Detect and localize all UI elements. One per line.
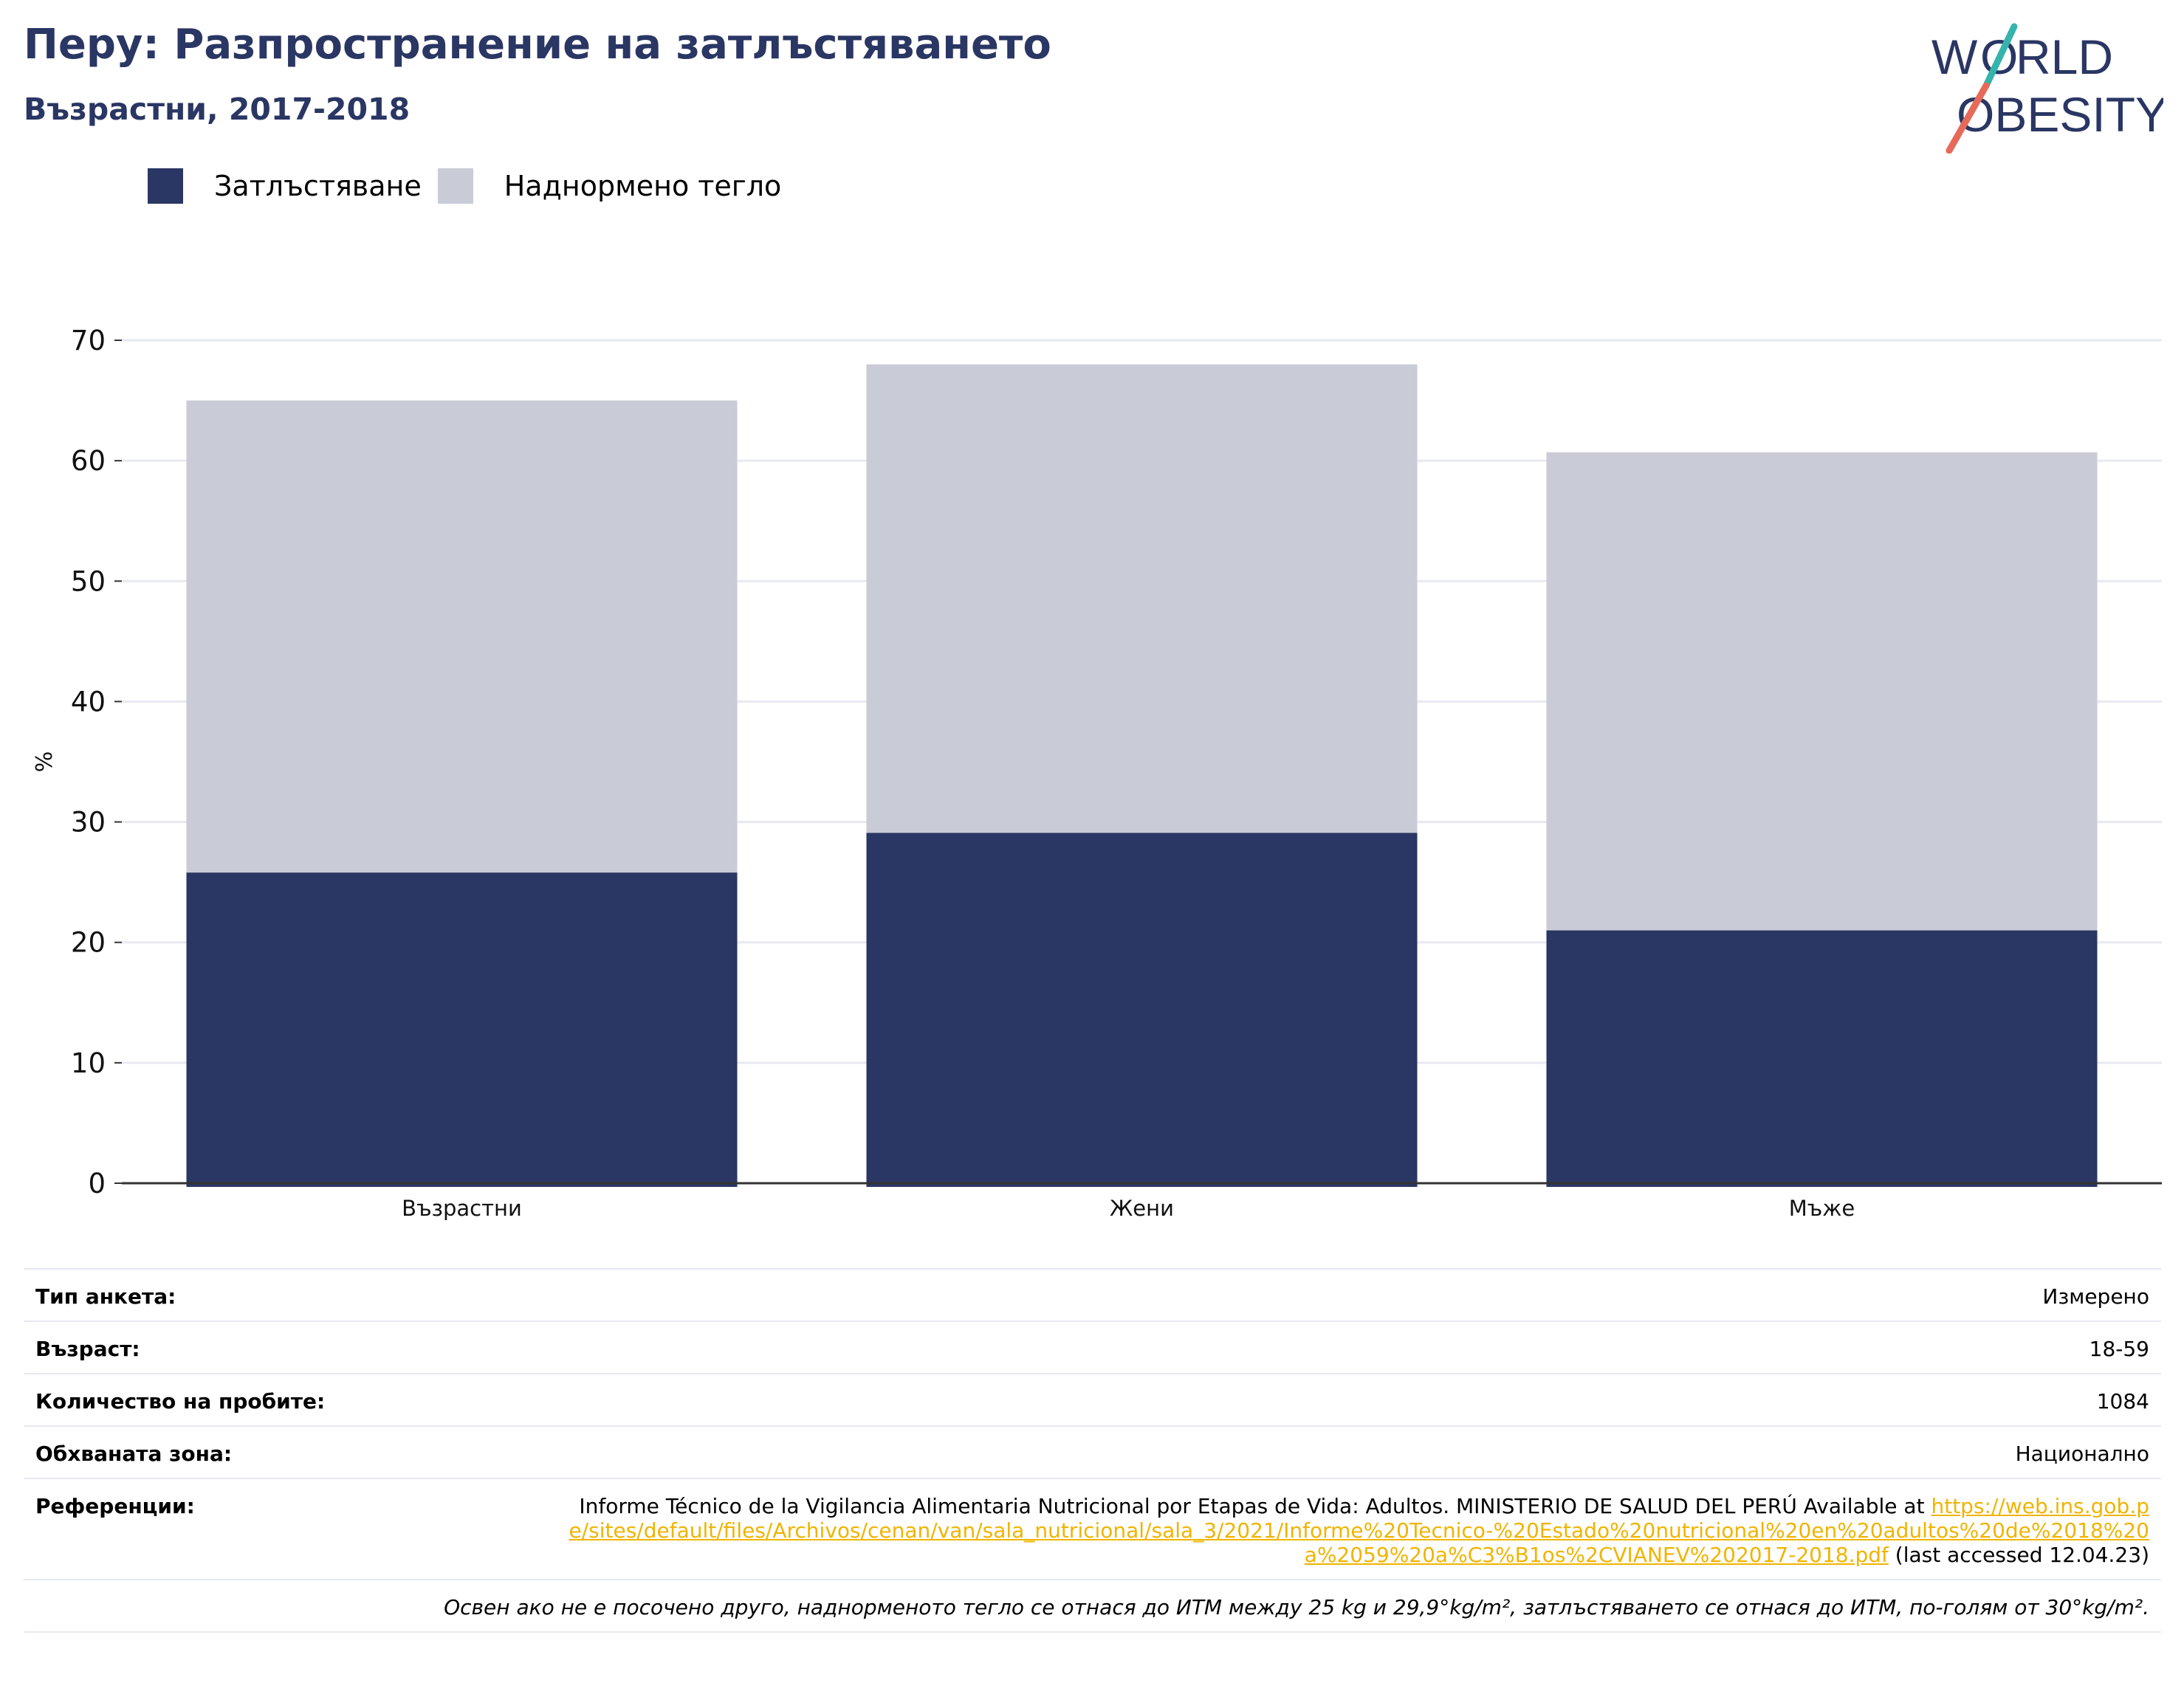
legend-label-overweight: Наднормено тегло (504, 170, 782, 202)
y-tick-label-30: 30 (71, 807, 106, 839)
survey-info-table: Тип анкета: Измерено Възраст: 18-59 Коли… (24, 1268, 2161, 1633)
y-tick-label-70: 70 (71, 325, 106, 357)
bar-obesity-2 (1546, 930, 2098, 1187)
x-tick-label-2: Мъже (1789, 1196, 1855, 1221)
y-axis-label: % (32, 751, 58, 773)
survey-type-value: Измерено (2042, 1284, 2149, 1309)
legend-item-overweight: Наднормено тегло (437, 168, 782, 204)
bmi-footnote: Освен ако не е посочено друго, наднормен… (444, 1595, 2149, 1619)
y-tick-label-20: 20 (71, 927, 106, 959)
chart-subtitle: Възрастни, 2017-2018 (24, 92, 411, 127)
bar-obesity-0 (186, 872, 738, 1187)
info-row-survey-type: Тип анкета: Измерено (24, 1268, 2161, 1321)
y-tick-label-60: 60 (71, 445, 106, 477)
legend-swatch-obesity (148, 168, 183, 204)
info-row-age: Възраст: 18-59 (24, 1321, 2161, 1373)
legend-label-obesity: Затлъстяване (214, 170, 422, 202)
bar-obesity-1 (866, 833, 1418, 1187)
y-tick-label-40: 40 (71, 686, 106, 717)
svg-text:W: W (1931, 30, 1978, 84)
info-row-footnote: Освен ако не е посочено друго, наднормен… (24, 1579, 2161, 1633)
y-tick-label-0: 0 (88, 1168, 106, 1199)
legend-item-obesity: Затлъстяване (148, 168, 422, 204)
legend-swatch-overweight (437, 168, 473, 204)
references-label: Референции: (35, 1494, 195, 1518)
references-value: Informe Técnico de la Vigilancia Aliment… (562, 1494, 2149, 1567)
age-value: 18-59 (2089, 1337, 2149, 1361)
world-obesity-logo: W O RLD OBESITY (1931, 23, 2163, 154)
age-label: Възраст: (35, 1337, 140, 1361)
bar-overweight-1 (866, 364, 1418, 833)
area-value: Национално (2015, 1442, 2149, 1466)
svg-text:RLD: RLD (2016, 30, 2113, 84)
chart-legend: Затлъстяване Наднормено тегло (148, 168, 797, 204)
y-tick-label-10: 10 (71, 1047, 106, 1079)
x-tick-label-1: Жени (1110, 1196, 1174, 1221)
info-row-area: Обхваната зона: Национално (24, 1425, 2161, 1478)
x-tick-label-0: Възрастни (402, 1196, 522, 1221)
sample-size-value: 1084 (2096, 1389, 2149, 1414)
axes: 0 10 20 30 40 50 60 70% Възрастни Жени Мъже (32, 325, 2162, 1221)
svg-text:OBESITY: OBESITY (1957, 87, 2163, 142)
sample-size-label: Количество на пробите: (35, 1389, 326, 1414)
references-link[interactable]: https://web.ins.gob.pe/sites/default/fil… (569, 1494, 2149, 1567)
bar-overweight-0 (186, 400, 738, 873)
chart-title: Перу: Разпространение на затлъстяването (24, 21, 1051, 69)
references-accessed: (last accessed 12.04.23) (1895, 1543, 2149, 1567)
y-tick-label-50: 50 (71, 565, 106, 597)
area-label: Обхваната зона: (35, 1442, 233, 1466)
references-text: Informe Técnico de la Vigilancia Aliment… (579, 1494, 1925, 1518)
info-row-references: Референции: Informe Técnico de la Vigila… (24, 1478, 2161, 1579)
survey-type-label: Тип анкета: (35, 1284, 176, 1309)
stacked-bar-chart: 0 10 20 30 40 50 60 70% Възрастни Жени Мъже (32, 325, 2162, 1221)
info-row-sample-size: Количество на пробите: 1084 (24, 1373, 2161, 1425)
bars (186, 364, 2098, 1187)
bar-overweight-2 (1546, 452, 2098, 931)
